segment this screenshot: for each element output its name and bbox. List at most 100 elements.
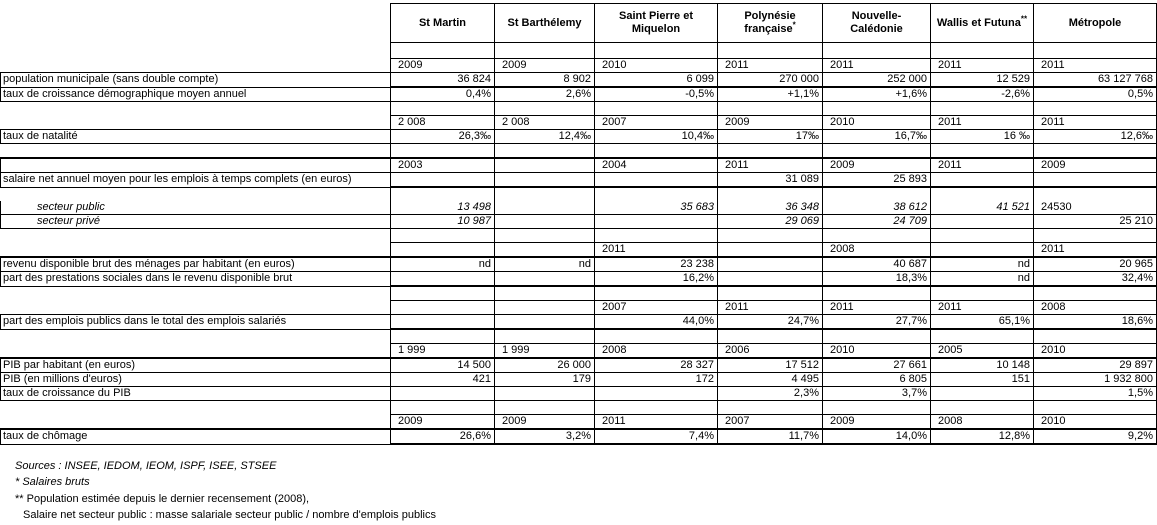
value-cell: 0,4% [390, 87, 495, 102]
value-cell [1033, 286, 1157, 301]
row-label-empty [0, 242, 391, 258]
value-cell [494, 201, 595, 215]
value-cell: +1,1% [717, 87, 823, 102]
value-cell [1033, 143, 1157, 159]
value-cell: 38 612 [822, 201, 931, 215]
row-label: part des emplois publics dans le total d… [0, 314, 391, 330]
row-label: PIB (en millions d'euros) [0, 372, 391, 387]
value-cell: -2,6% [930, 87, 1034, 102]
year-cell [494, 242, 595, 258]
spacer-row [1, 228, 1157, 243]
year-cell: 1 999 [494, 343, 595, 359]
row-label-empty [0, 414, 391, 430]
value-cell [717, 143, 823, 159]
row-label-empty [1, 187, 391, 201]
value-cell [594, 400, 718, 415]
value-cell: 0,5% [1033, 87, 1157, 102]
value-cell [1033, 172, 1157, 188]
years-row: 2007 2011 2011 2011 2008 [0, 300, 1157, 315]
data-row: taux de croissance démographique moyen a… [0, 86, 1157, 102]
value-cell: 270 000 [717, 72, 823, 88]
value-cell: 179 [494, 372, 595, 387]
value-cell: 12,4‰ [494, 129, 595, 144]
value-cell: 29 069 [717, 214, 823, 229]
value-cell [822, 329, 931, 344]
value-cell [930, 228, 1034, 243]
value-cell [1033, 42, 1157, 59]
value-cell: 10 148 [930, 358, 1034, 373]
data-row: part des emplois publics dans le total d… [0, 314, 1157, 330]
years-row: 2011 2008 2011 [0, 242, 1157, 258]
footnote-marker: ** [1020, 13, 1028, 23]
value-cell [1033, 101, 1157, 116]
value-cell: 4 495 [717, 372, 823, 387]
value-cell: nd [494, 257, 595, 272]
year-cell: 2006 [717, 343, 823, 359]
row-label: PIB par habitant (en euros) [0, 357, 391, 373]
value-cell [717, 187, 823, 201]
value-cell: 31 089 [717, 172, 823, 188]
value-cell [822, 286, 931, 301]
year-cell: 2011 [594, 242, 718, 258]
spacer-row [1, 329, 1157, 344]
year-cell: 2009 [390, 58, 495, 73]
value-cell [930, 329, 1034, 344]
value-cell [494, 286, 595, 301]
row-label-empty [0, 143, 391, 159]
value-cell [930, 400, 1034, 415]
row-label-empty [0, 158, 391, 173]
value-cell: 63 127 768 [1033, 72, 1157, 88]
year-cell: 2009 [494, 58, 595, 73]
row-label-empty [1, 59, 391, 73]
data-row: secteur public 13 498 35 683 36 348 38 612 41… [0, 201, 1157, 215]
value-cell [390, 400, 495, 415]
value-cell [494, 329, 595, 344]
year-cell: 2004 [594, 158, 718, 173]
row-label-empty [1, 401, 391, 415]
value-cell: 29 897 [1033, 358, 1157, 373]
value-cell [717, 257, 823, 272]
column-header-0: St Martin [390, 3, 495, 43]
value-cell [494, 101, 595, 116]
year-cell: 2011 [822, 58, 931, 73]
value-cell [390, 286, 495, 301]
value-cell [1033, 400, 1157, 415]
value-cell: 2,3% [717, 386, 823, 401]
row-label: taux de croissance du PIB [0, 386, 391, 401]
value-cell [494, 42, 595, 59]
value-cell [930, 143, 1034, 159]
value-cell [717, 42, 823, 59]
value-cell: 24530 [1033, 201, 1157, 215]
value-cell [717, 400, 823, 415]
spacer-row [1, 286, 1157, 301]
data-row: secteur privé 10 987 29 069 24 709 25 210 [0, 214, 1157, 229]
row-label-empty [1, 102, 391, 116]
year-cell: 2011 [1033, 58, 1157, 73]
footnote-marker: * [792, 20, 796, 30]
footnote-1: * Salaires bruts [15, 476, 90, 488]
year-cell: 2011 [717, 58, 823, 73]
year-cell: 2008 [1033, 300, 1157, 315]
value-cell [390, 143, 495, 159]
value-cell: 32,4% [1033, 271, 1157, 287]
data-row: taux de natalité 26,3‰ 12,4‰ 10,4‰ 17‰ 16,7‰ 1… [0, 129, 1157, 144]
value-cell: 10 987 [390, 214, 495, 229]
value-cell: 16,2% [594, 271, 718, 287]
value-cell [822, 143, 931, 159]
value-cell [930, 101, 1034, 116]
value-cell [390, 271, 495, 287]
year-cell: 2005 [930, 343, 1034, 359]
year-cell: 2011 [930, 58, 1034, 73]
years-row: 2003 2004 2011 2009 2011 2009 [0, 158, 1157, 173]
data-row: part des prestations sociales dans le re… [0, 271, 1157, 287]
value-cell: 12 529 [930, 72, 1034, 88]
data-row: taux de chômage 26,6% 3,2% 7,4% 11,7% 14,0% 12… [0, 428, 1157, 445]
spacer-row [0, 143, 1157, 159]
year-cell: 2009 [822, 158, 931, 173]
column-header-5: Wallis et Futuna** [930, 3, 1034, 43]
data-row: taux de croissance du PIB 2,3% 3,7% 1,5% [0, 386, 1157, 401]
value-cell [494, 386, 595, 401]
spacer-row [1, 42, 1157, 59]
footnotes: Sources : INSEE, IEDOM, IEOM, ISPF, ISEE… [0, 458, 1157, 523]
year-cell: 2011 [930, 115, 1034, 130]
